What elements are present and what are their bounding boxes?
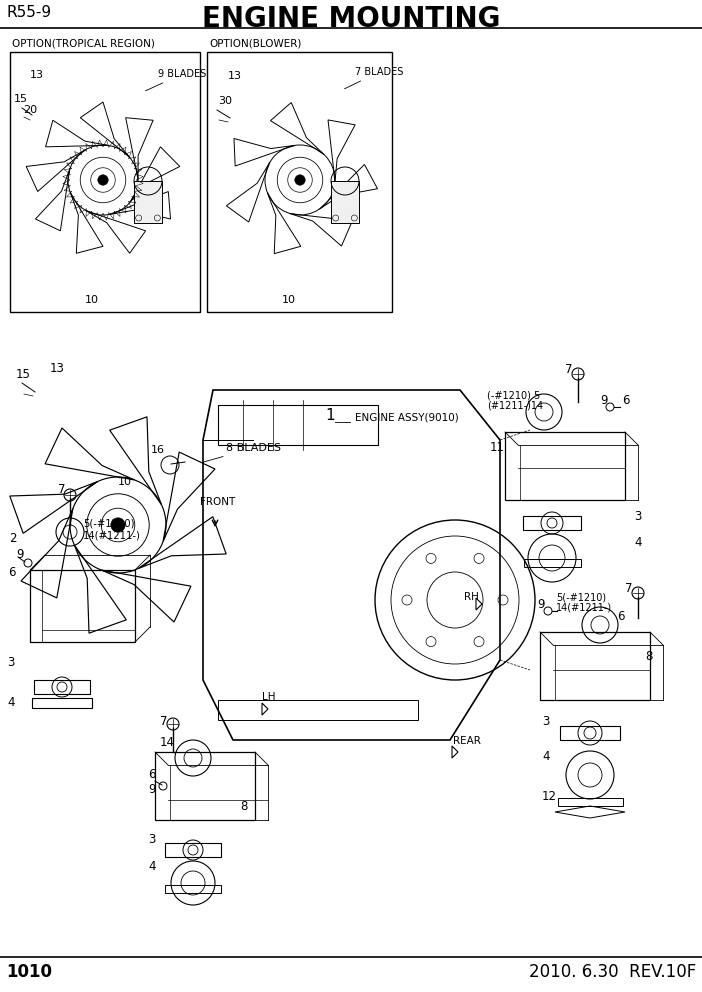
Bar [558, 798, 623, 806]
Bar [218, 405, 378, 445]
Text: 10: 10 [118, 477, 132, 487]
Text: 14(#1211-): 14(#1211-) [556, 603, 612, 613]
Bar [560, 726, 620, 740]
Text: 4: 4 [634, 536, 642, 549]
Text: 6: 6 [148, 768, 156, 781]
Text: 6: 6 [622, 394, 630, 407]
Text: RH: RH [464, 592, 479, 602]
Text: 10: 10 [282, 295, 296, 305]
Bar [523, 516, 581, 530]
Bar [218, 700, 418, 720]
Text: 4: 4 [542, 750, 550, 763]
Text: 2010. 6.30  REV.10F: 2010. 6.30 REV.10F [529, 963, 696, 981]
Text: 14: 14 [160, 736, 175, 749]
Text: 9 BLADES: 9 BLADES [145, 69, 206, 91]
Text: 4: 4 [7, 696, 15, 709]
Text: 7 BLADES: 7 BLADES [345, 67, 404, 89]
Text: 4: 4 [148, 860, 156, 873]
Bar [155, 752, 255, 820]
Text: 11: 11 [490, 441, 505, 454]
Bar [30, 570, 135, 642]
Text: 15: 15 [14, 94, 28, 104]
Text: 1: 1 [325, 408, 335, 423]
Bar [540, 632, 650, 700]
Text: 7: 7 [625, 582, 633, 595]
Bar [165, 843, 221, 857]
Text: 13: 13 [50, 362, 65, 375]
Text: OPTION(TROPICAL REGION): OPTION(TROPICAL REGION) [12, 39, 155, 49]
Text: 30: 30 [218, 96, 232, 106]
Bar [505, 432, 625, 500]
Text: 3: 3 [542, 715, 550, 728]
Text: 7: 7 [58, 483, 65, 496]
Bar [10, 52, 200, 312]
Text: 14(#1211-): 14(#1211-) [83, 530, 141, 540]
Text: ENGINE MOUNTING: ENGINE MOUNTING [201, 5, 501, 33]
Text: 10: 10 [85, 295, 99, 305]
Text: ENGINE ASSY(9010): ENGINE ASSY(9010) [355, 412, 458, 422]
Circle shape [111, 518, 125, 532]
Text: 16: 16 [151, 445, 165, 455]
Text: 13: 13 [228, 71, 242, 81]
Text: OPTION(BLOWER): OPTION(BLOWER) [209, 39, 301, 49]
Text: 8: 8 [645, 650, 652, 663]
Text: 3: 3 [148, 833, 155, 846]
Bar [34, 680, 90, 694]
Text: 15: 15 [16, 368, 31, 381]
Bar [32, 698, 92, 708]
Text: (#1211-)14: (#1211-)14 [487, 401, 543, 411]
Bar [331, 181, 359, 223]
Text: 5(-#1210): 5(-#1210) [83, 519, 135, 529]
Circle shape [98, 175, 108, 186]
Text: 9: 9 [148, 783, 156, 796]
Circle shape [295, 175, 305, 186]
Text: 9: 9 [537, 598, 545, 611]
Text: 5(-#1210): 5(-#1210) [556, 592, 606, 602]
Text: REAR: REAR [453, 736, 481, 746]
Text: 8: 8 [240, 800, 247, 813]
Text: 2: 2 [9, 532, 17, 545]
Bar [165, 885, 221, 893]
Text: 6: 6 [617, 610, 625, 623]
Text: 3: 3 [634, 510, 642, 523]
Text: 3: 3 [7, 656, 14, 669]
Text: 7: 7 [565, 363, 573, 376]
Text: 1010: 1010 [6, 963, 52, 981]
Text: 6: 6 [8, 566, 15, 579]
Text: 13: 13 [30, 70, 44, 80]
Text: 9: 9 [600, 394, 607, 407]
Text: 12: 12 [542, 790, 557, 803]
Text: 9: 9 [16, 548, 23, 561]
Bar [524, 559, 581, 567]
Text: R55-9: R55-9 [6, 5, 51, 20]
Bar [134, 181, 162, 223]
Text: 8 BLADES: 8 BLADES [203, 443, 281, 462]
Bar [207, 52, 392, 312]
Text: 7: 7 [160, 715, 168, 728]
Text: LH: LH [262, 692, 275, 702]
Text: FRONT: FRONT [200, 497, 235, 507]
Text: (-#1210) 5: (-#1210) 5 [487, 390, 541, 400]
Text: 20: 20 [23, 105, 37, 115]
